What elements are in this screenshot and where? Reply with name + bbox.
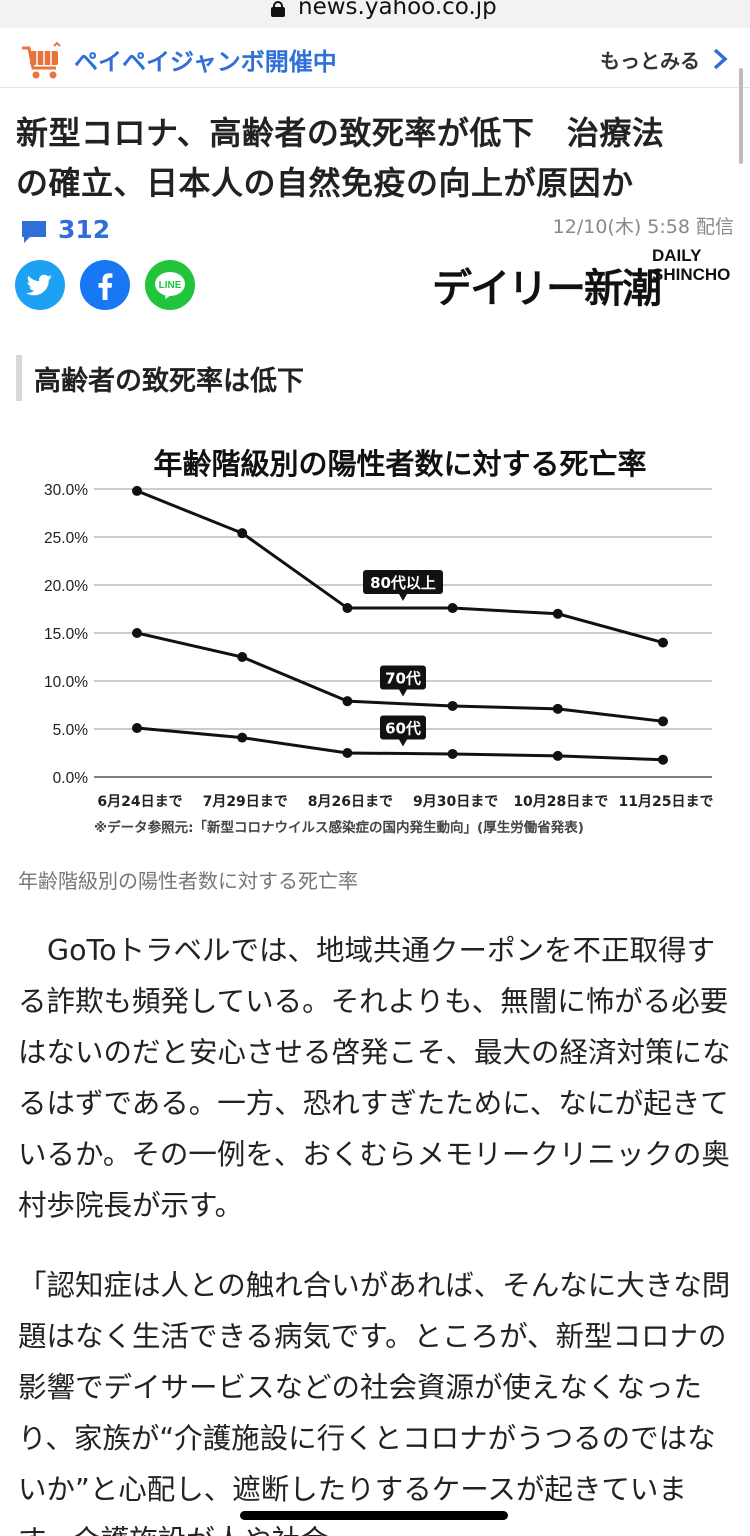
url-text[interactable]: news.yahoo.co.jp <box>298 0 497 20</box>
series-label: 80代以上 <box>370 574 436 592</box>
data-point <box>552 750 563 761</box>
data-point <box>552 703 563 714</box>
y-tick-label: 25.0% <box>44 530 88 547</box>
home-indicator[interactable] <box>240 1511 508 1520</box>
headline-line-2: の確立、日本人の自然免疫の向上が原因か <box>16 164 634 202</box>
data-point <box>342 696 353 707</box>
y-tick-label: 10.0% <box>44 674 88 691</box>
y-tick-label: 30.0% <box>44 482 88 499</box>
data-point <box>552 608 563 619</box>
line-label: LINE <box>159 280 182 291</box>
chevron-right-icon[interactable] <box>710 48 730 70</box>
series-line <box>136 726 664 762</box>
y-tick-label: 15.0% <box>44 626 88 643</box>
lock-icon <box>271 1 285 17</box>
facebook-share-button[interactable] <box>80 260 130 310</box>
data-point <box>658 716 668 727</box>
data-point <box>658 637 668 648</box>
data-point <box>237 652 248 662</box>
publish-date: 12/10(木) 5:58 配信 <box>552 216 734 238</box>
line-share-button[interactable]: LINE <box>145 260 195 310</box>
x-tick-label: 9月30日まで <box>413 794 498 810</box>
more-link[interactable]: もっとみる <box>600 49 700 73</box>
twitter-share-button[interactable] <box>15 260 65 310</box>
series-line <box>136 631 664 723</box>
data-point <box>132 723 142 734</box>
article-paragraph: 「認知症は人との触れ合いがあれば、そんなに大きな問題はなく生活できる病気です。と… <box>18 1269 731 1536</box>
data-point <box>132 628 142 638</box>
scrollbar[interactable] <box>739 68 743 164</box>
line-icon: LINE <box>155 272 185 299</box>
data-point <box>132 485 142 496</box>
data-point <box>342 603 353 614</box>
series-label-box <box>363 570 443 595</box>
y-tick-label: 20.0% <box>44 578 88 595</box>
x-tick-label: 8月26日まで <box>308 794 393 810</box>
data-point <box>342 748 353 758</box>
data-point <box>447 748 458 759</box>
x-tick-label: 6月24日まで <box>97 794 182 810</box>
promo-banner[interactable]: ペイペイジャンボ開催中 もっとみる <box>0 36 750 88</box>
publisher-name-jp: デイリー新潮 <box>432 266 662 312</box>
article-paragraph: GoToトラベルでは、地域共通クーポンを不正取得する詐欺も頻発している。それより… <box>18 934 731 1222</box>
shopping-cart-icon <box>22 42 61 79</box>
headline-line-1: 新型コロナ、高齢者の致死率が低下 治療法 <box>16 114 665 152</box>
series-line <box>136 489 664 645</box>
series-label: 60代 <box>385 719 421 737</box>
series-label-pointer <box>399 594 407 602</box>
section-heading-text: 高齢者の致死率は低下 <box>34 366 304 397</box>
y-tick-label: 5.0% <box>53 722 89 739</box>
data-point <box>447 700 458 711</box>
twitter-icon <box>26 274 52 296</box>
publisher-logo[interactable]: デイリー新潮 DAILY SHINCHO <box>432 246 736 312</box>
x-tick-label: 11月25日まで <box>619 794 714 810</box>
promo-label[interactable]: ペイペイジャンボ開催中 <box>74 48 337 76</box>
series-label: 70代 <box>385 670 421 688</box>
series-label-pointer <box>399 739 407 747</box>
data-point <box>658 754 668 765</box>
series-label-box <box>380 715 426 740</box>
comment-count[interactable]: 312 <box>58 215 111 244</box>
comment-icon <box>22 221 46 243</box>
data-point <box>237 732 248 743</box>
publisher-name-en: DAILY SHINCHO <box>652 246 731 284</box>
article-headline: 新型コロナ、高齢者の致死率が低下 治療法 の確立、日本人の自然免疫の向上が原因か <box>16 108 738 208</box>
x-tick-label: 10月28日まで <box>513 794 608 810</box>
data-point <box>237 528 248 539</box>
facebook-icon <box>98 273 113 300</box>
image-caption: 年齢階級別の陽性者数に対する死亡率 <box>18 869 358 893</box>
chart-source-note: ※データ参照元:「新型コロナウイルス感染症の国内発生動向」(厚生労働省発表) <box>94 819 584 836</box>
data-point <box>447 603 458 614</box>
mortality-rate-chart[interactable]: 年齢階級別の陽性者数に対する死亡率 0.0% 5.0% 10.0% 15.0% 20.0… <box>0 430 750 850</box>
series-label-box <box>380 665 426 690</box>
chart-title: 年齢階級別の陽性者数に対する死亡率 <box>153 447 646 481</box>
section-heading: 高齢者の致死率は低下 <box>16 355 736 401</box>
x-tick-label: 7月29日まで <box>203 794 288 810</box>
y-tick-label: 0.0% <box>53 770 89 787</box>
series-label-pointer <box>399 689 407 697</box>
address-bar[interactable]: news.yahoo.co.jp <box>0 0 750 28</box>
